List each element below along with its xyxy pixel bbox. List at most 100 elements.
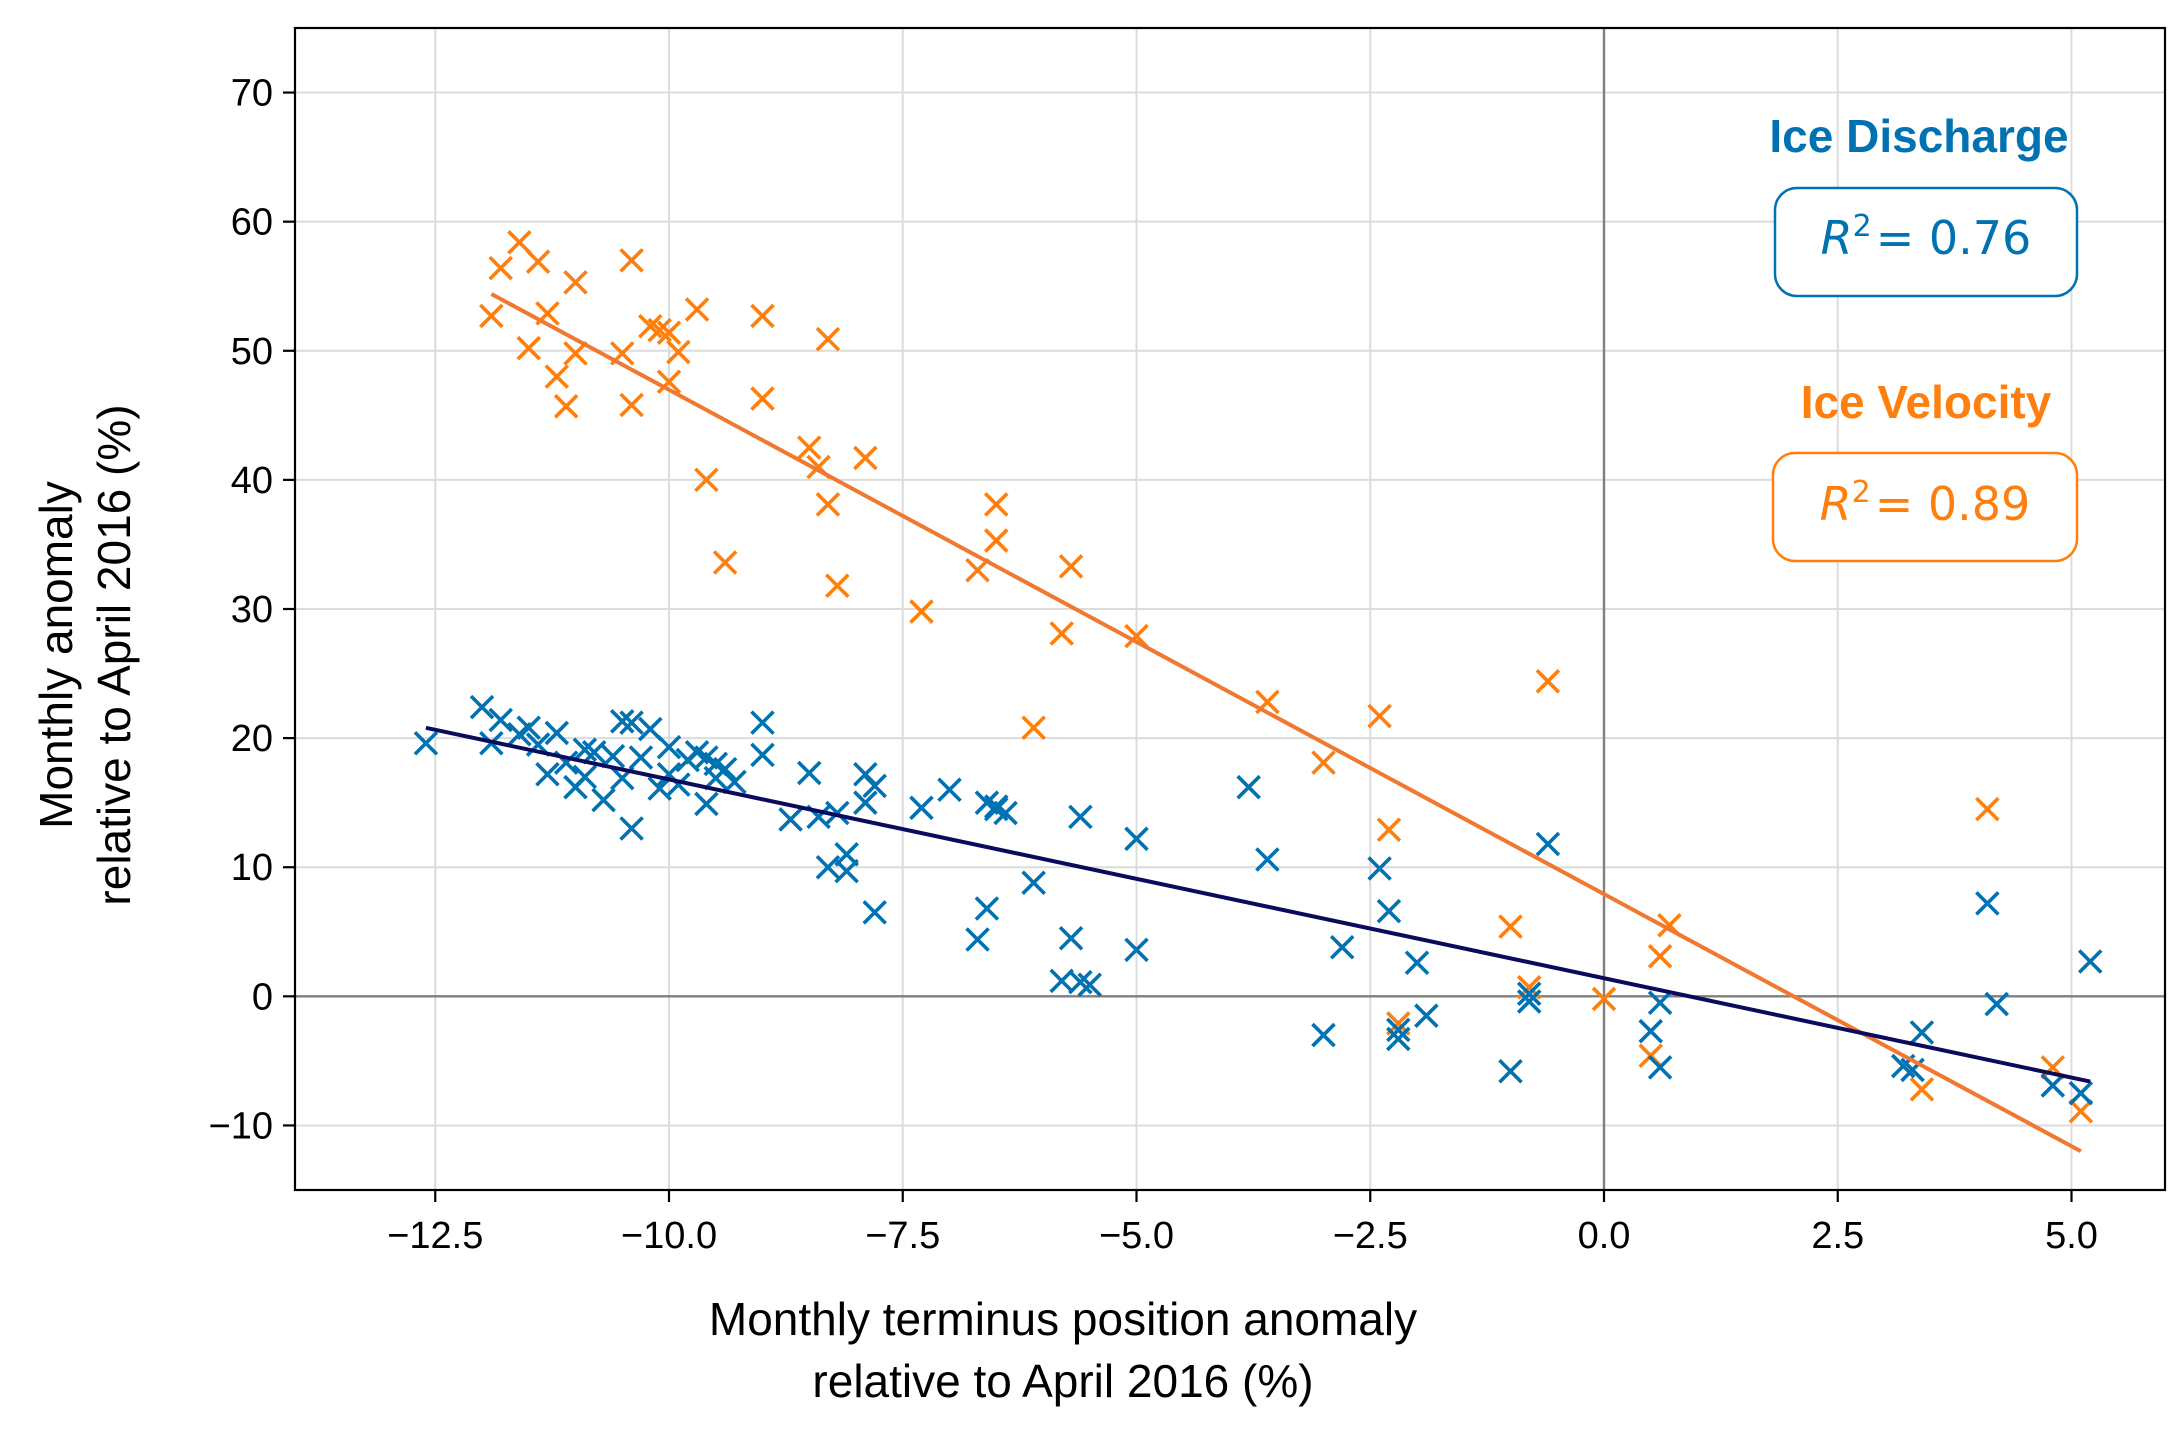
point-ice-discharge (1647, 990, 1673, 1016)
point-ice-discharge (862, 900, 887, 925)
legend-title-ice-velocity: Ice Velocity (1801, 376, 2052, 428)
point-ice-velocity (983, 528, 1009, 553)
x-tick-label: −10.0 (621, 1215, 717, 1257)
point-ice-velocity (619, 392, 644, 418)
fit-line-ice-velocity (490, 292, 2082, 1154)
point-ice-discharge (609, 709, 635, 734)
point-ice-velocity (647, 317, 672, 343)
point-ice-discharge (619, 710, 644, 735)
x-tick-label: 2.5 (1811, 1215, 1864, 1257)
point-ice-discharge (1329, 934, 1355, 960)
r2-box-ice-velocity (1771, 451, 2079, 563)
point-ice-discharge (703, 751, 729, 777)
point-ice-discharge (469, 694, 495, 720)
x-tick-label: 0.0 (1578, 1215, 1631, 1257)
point-ice-discharge (591, 787, 616, 813)
point-ice-discharge (853, 790, 878, 815)
point-ice-velocity (1021, 715, 1046, 741)
data-points (413, 230, 2103, 1124)
legend: Ice Discharge R2= 0.76 Ice Velocity R2= … (1769, 110, 2079, 563)
point-ice-discharge (1077, 972, 1103, 997)
point-ice-velocity (563, 341, 588, 366)
point-ice-discharge (1376, 898, 1402, 924)
point-ice-discharge (750, 742, 775, 768)
x-tick-label: −7.5 (865, 1215, 940, 1257)
y-tick-label: 60 (231, 202, 273, 244)
point-ice-velocity (825, 573, 850, 599)
y-tick-label: 50 (231, 331, 273, 373)
point-ice-velocity (1498, 914, 1523, 939)
point-ice-velocity (853, 445, 878, 471)
point-ice-velocity (563, 270, 588, 295)
point-ice-discharge (572, 737, 598, 763)
point-ice-discharge (815, 854, 841, 880)
point-ice-discharge (572, 764, 598, 790)
point-ice-discharge (1498, 1058, 1523, 1084)
point-ice-velocity (525, 249, 551, 274)
r2-label-ice-velocity: R2= 0.89 (1820, 475, 2031, 531)
point-ice-discharge (1236, 774, 1261, 800)
point-ice-discharge (581, 740, 607, 765)
point-ice-discharge (647, 776, 672, 801)
point-ice-discharge (1647, 1055, 1673, 1080)
point-ice-discharge (600, 743, 626, 769)
point-ice-discharge (909, 795, 934, 821)
point-ice-velocity (1535, 669, 1561, 694)
point-ice-discharge (993, 800, 1018, 826)
x-tick-label: −12.5 (387, 1215, 483, 1257)
point-ice-discharge (1404, 950, 1430, 976)
point-ice-velocity (694, 467, 719, 493)
point-ice-velocity (656, 369, 682, 395)
point-ice-velocity (2068, 1098, 2094, 1124)
point-ice-velocity (1124, 623, 1149, 649)
point-ice-discharge (619, 816, 644, 841)
r2-value-ice-discharge: = 0.76 (1876, 211, 2032, 265)
point-ice-discharge (1638, 1018, 1664, 1044)
point-ice-velocity (815, 492, 841, 517)
point-ice-discharge (1535, 831, 1561, 857)
x-axis-label-line2: relative to April 2016 (%) (812, 1355, 1313, 1407)
point-ice-discharge (666, 772, 691, 797)
point-ice-discharge (628, 745, 654, 770)
point-ice-discharge (825, 800, 850, 826)
point-ice-discharge (1049, 968, 1074, 994)
point-ice-velocity (750, 386, 775, 411)
r2-exponent: 2 (1853, 209, 1872, 244)
point-ice-discharge (1068, 969, 1093, 995)
fit-lines (425, 292, 2091, 1154)
legend-title-ice-discharge: Ice Discharge (1769, 110, 2068, 162)
r2-symbol: R (1821, 211, 1853, 265)
y-axis-label-line1: Monthly anomaly (30, 481, 82, 829)
point-ice-velocity (666, 339, 691, 365)
x-tick-label: −2.5 (1333, 1215, 1408, 1257)
x-axis-label-line1: Monthly terminus position anomaly (709, 1293, 1417, 1345)
point-ice-velocity (1591, 986, 1617, 1012)
point-ice-velocity (909, 599, 934, 624)
y-tick-label: 0 (252, 976, 273, 1018)
point-ice-discharge (834, 858, 859, 884)
point-ice-discharge (1021, 870, 1046, 895)
point-ice-discharge (1124, 937, 1149, 963)
point-ice-discharge (1975, 891, 2000, 916)
point-ice-velocity (983, 492, 1009, 517)
point-ice-discharge (535, 761, 560, 787)
point-ice-discharge (1386, 1026, 1411, 1052)
point-ice-velocity (619, 248, 644, 273)
point-ice-discharge (1311, 1022, 1336, 1048)
point-ice-velocity (1367, 703, 1392, 729)
point-ice-discharge (1984, 991, 2009, 1017)
point-ice-velocity (712, 550, 738, 575)
point-ice-velocity (684, 297, 710, 322)
point-ice-discharge (1516, 981, 1542, 1007)
point-ice-velocity (1058, 554, 1084, 579)
point-ice-discharge (1414, 1003, 1439, 1028)
point-ice-velocity (1049, 621, 1074, 646)
point-ice-discharge (1516, 989, 1542, 1014)
point-ice-discharge (1068, 804, 1093, 830)
point-ice-discharge (965, 927, 990, 952)
point-ice-velocity (965, 557, 990, 583)
point-ice-velocity (1975, 796, 2000, 822)
point-ice-discharge (1124, 826, 1149, 852)
r2-exponent: 2 (1852, 475, 1871, 510)
